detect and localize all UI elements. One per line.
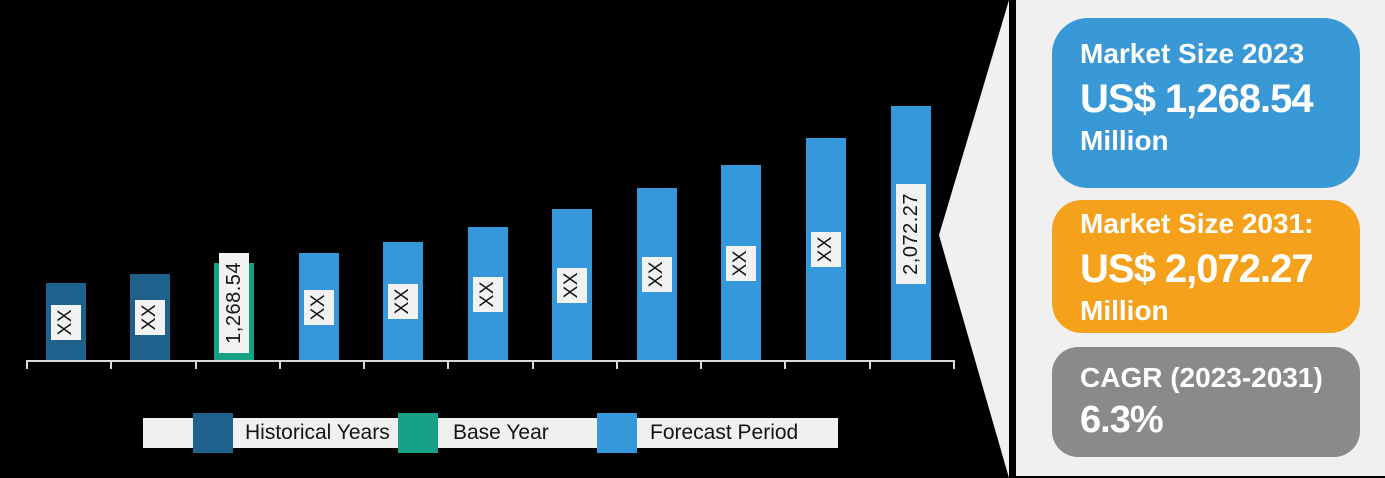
bar-forecast-9: XX xyxy=(721,165,761,361)
axis-tick xyxy=(784,361,786,369)
bar-forecast-4: XX xyxy=(299,253,339,361)
historical-years-swatch xyxy=(193,413,233,453)
base-year-swatch xyxy=(398,413,438,453)
card-unit: Million xyxy=(1080,125,1169,156)
card-title: Market Size 2023 xyxy=(1080,38,1305,69)
market-size-2031-card: Market Size 2031: US$ 2,072.27 Million xyxy=(1052,200,1360,333)
card-value: 6.3% xyxy=(1080,399,1164,441)
axis-tick xyxy=(26,361,28,369)
axis-tick xyxy=(953,361,955,369)
axis-tick xyxy=(363,361,365,369)
bar-placeholder-label: XX xyxy=(811,232,841,267)
card-unit: Million xyxy=(1080,295,1169,326)
cagr-card: CAGR (2023-2031) 6.3% xyxy=(1052,347,1360,457)
legend-label-forecast-period: Forecast Period xyxy=(650,421,799,444)
bar-placeholder-label: XX xyxy=(557,267,587,303)
bar-forecast-6: XX xyxy=(468,227,508,361)
axis-tick xyxy=(616,361,618,369)
axis-tick xyxy=(447,361,449,369)
card-title: Market Size 2031: xyxy=(1080,208,1314,239)
bar-placeholder-label: XX xyxy=(304,289,334,325)
axis-tick xyxy=(195,361,197,369)
summary-panel: Market Size 2023 US$ 1,268.54 Million Ma… xyxy=(1016,0,1385,476)
bar-forecast-8: XX xyxy=(637,188,677,361)
legend-label-base-year: Base Year xyxy=(453,421,549,444)
forecast-period-swatch xyxy=(597,413,637,453)
bar-forecast-10: XX xyxy=(806,138,846,361)
bar-historical-1: XX xyxy=(46,283,86,361)
axis-tick xyxy=(700,361,702,369)
card-value: US$ 1,268.54 xyxy=(1080,77,1314,121)
axis-tick xyxy=(532,361,534,369)
bar-placeholder-label: XX xyxy=(135,300,165,335)
bar-forecast-5: XX xyxy=(383,242,423,361)
x-axis-line xyxy=(26,360,955,362)
axis-tick xyxy=(110,361,112,369)
bar-placeholder-label: XX xyxy=(642,257,672,292)
bar-placeholder-label: XX xyxy=(51,304,81,340)
card-title: CAGR (2023-2031) xyxy=(1080,362,1323,393)
bar-forecast-11: 2,072.27 xyxy=(891,106,931,361)
axis-tick xyxy=(279,361,281,369)
bar-placeholder-label: XX xyxy=(473,276,503,312)
bar-value-label: 1,268.54 xyxy=(219,253,249,353)
axis-tick xyxy=(869,361,871,369)
legend-label-historical-years: Historical Years xyxy=(245,421,390,444)
legend-strip xyxy=(143,418,838,448)
bar-placeholder-label: XX xyxy=(726,245,756,281)
bar-placeholder-label: XX xyxy=(388,284,418,319)
market-size-2023-card: Market Size 2023 US$ 1,268.54 Million xyxy=(1052,18,1360,188)
bar-value-label: 2,072.27 xyxy=(896,183,926,284)
bar-historical-2: XX xyxy=(130,274,170,361)
bar-forecast-7: XX xyxy=(552,209,592,361)
card-value: US$ 2,072.27 xyxy=(1080,247,1314,291)
bar-base-3: 1,268.54 xyxy=(214,253,254,361)
